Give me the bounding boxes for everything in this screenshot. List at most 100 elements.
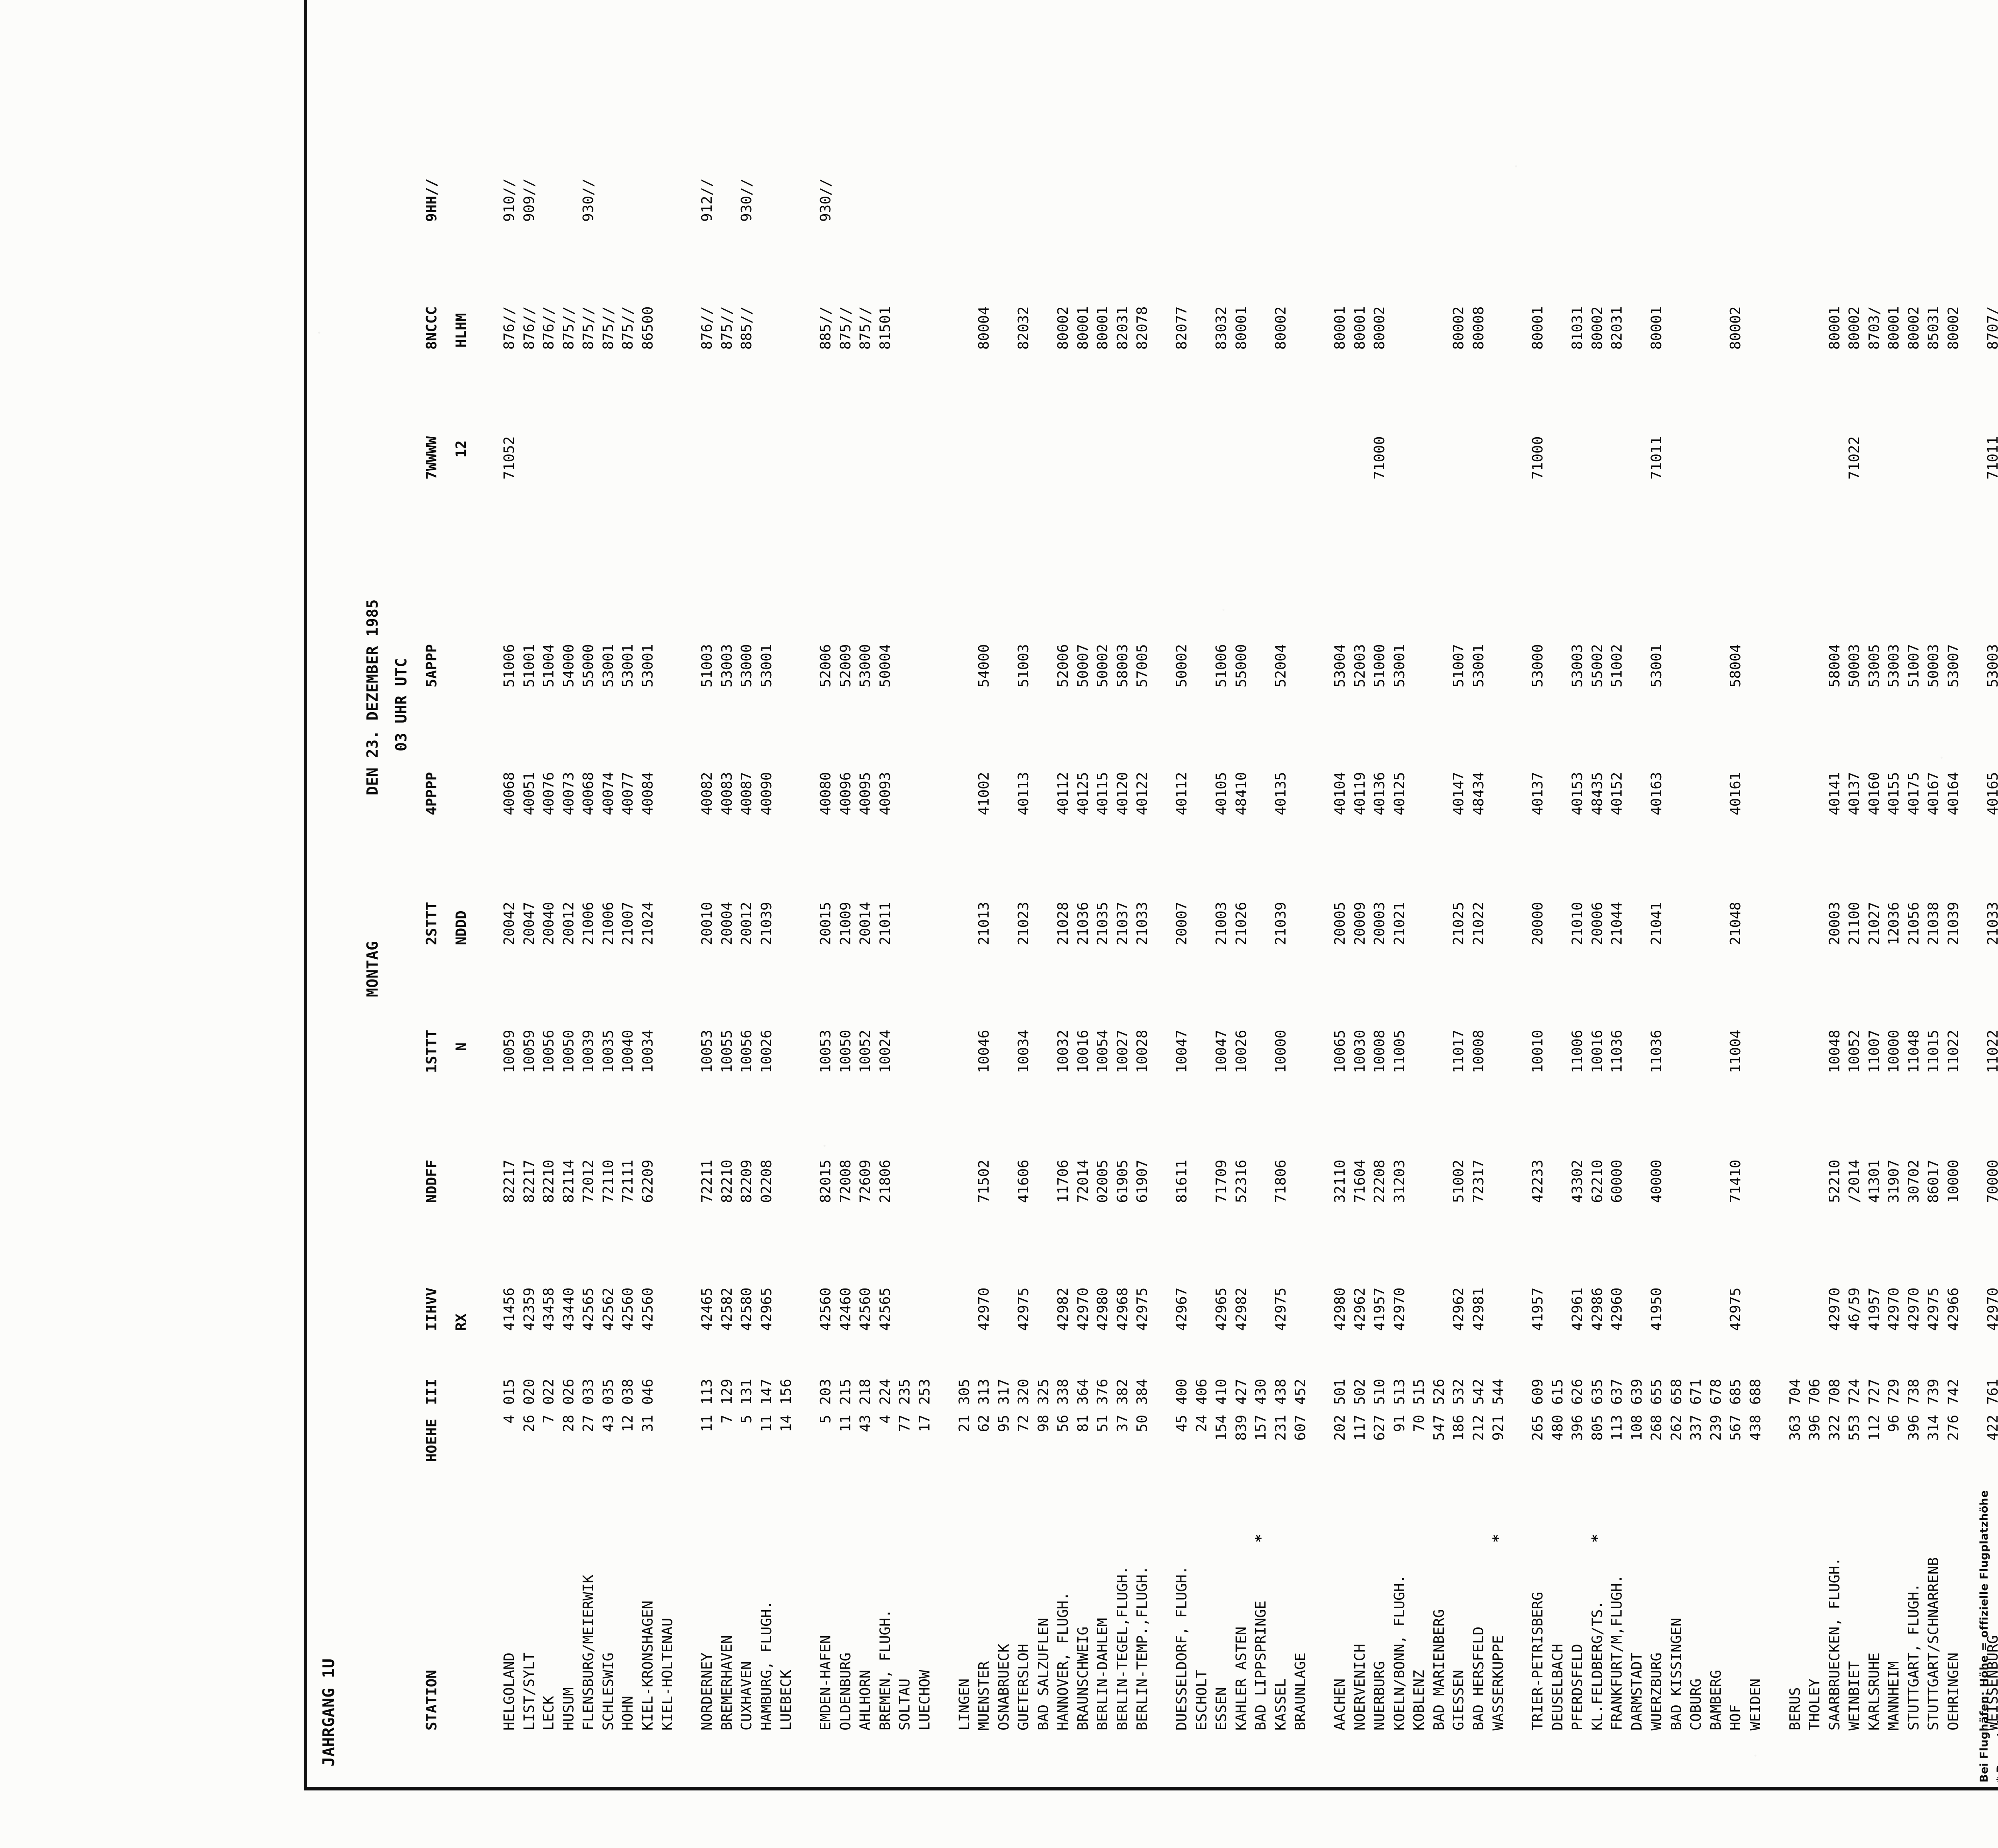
col-header-nddff: NDDFF	[424, 1159, 440, 1203]
col-header-2sttt: 2STTT	[424, 902, 440, 945]
group-4pppp: 40076	[541, 772, 557, 815]
group-4pppp: 40135	[1272, 772, 1289, 815]
station-name: NUERBURG	[1371, 1661, 1388, 1731]
hoehe-value: 438	[1747, 1415, 1764, 1441]
station-name: STUTTGART/SCHNARRENB	[1925, 1557, 1942, 1731]
iii-value: 501	[1332, 1378, 1348, 1405]
group-8nccc: 875//	[620, 306, 636, 350]
nddff-group: 72317	[1470, 1159, 1487, 1203]
iii-value: 218	[857, 1378, 874, 1405]
iihvv-group: 42981	[1470, 1287, 1487, 1331]
group-8nccc: 8707/	[1984, 306, 1998, 350]
group-2sttt: 21039	[1945, 902, 1962, 945]
group-4pppp: 40125	[1391, 772, 1408, 815]
iii-value: 156	[778, 1378, 794, 1405]
iii-value: 033	[580, 1378, 597, 1405]
nddff-group: 71502	[976, 1159, 992, 1203]
group-8nccc: 80001	[1530, 306, 1546, 350]
group-8nccc: 82031	[1114, 306, 1131, 350]
station-name: HOF	[1727, 1704, 1744, 1731]
hoehe-value: 27	[580, 1415, 597, 1432]
group-5appp: 51007	[1451, 644, 1467, 687]
group-2sttt: 20010	[699, 902, 715, 945]
hoehe-value: 627	[1371, 1415, 1388, 1441]
hoehe-value: 113	[1609, 1415, 1625, 1441]
iii-value: 526	[1431, 1378, 1447, 1405]
date-label: DEN 23. DEZEMBER 1985	[364, 599, 381, 795]
group-1sttt: 10052	[1846, 1030, 1863, 1073]
hoehe-value: 265	[1530, 1415, 1546, 1441]
nddff-group: 82210	[541, 1159, 557, 1203]
group-5appp: 52009	[837, 644, 854, 687]
group-2sttt: 20004	[718, 902, 735, 945]
nddff-group: 71709	[1213, 1159, 1230, 1203]
group-5appp: 52006	[1055, 644, 1071, 687]
group-8nccc: 86500	[639, 306, 656, 350]
iihvv-group: 42970	[1984, 1287, 1998, 1331]
station-name: ESCHOLT	[1193, 1670, 1210, 1731]
hoehe-value: 51	[1095, 1415, 1111, 1432]
group-1sttt: 10056	[738, 1030, 755, 1073]
col-header-7wwww: 7WWWW	[424, 436, 440, 480]
station-name: AHLHORN	[857, 1670, 874, 1731]
group-5appp: 51000	[1371, 644, 1388, 687]
iii-value: 022	[541, 1378, 557, 1405]
iii-value: 427	[1233, 1378, 1250, 1405]
group-1sttt: 10026	[758, 1030, 775, 1073]
col-header-9hh: 9HH//	[424, 178, 440, 222]
hoehe-value: 547	[1431, 1415, 1447, 1441]
iii-value: 317	[995, 1378, 1012, 1405]
group-5appp: 53000	[1530, 644, 1546, 687]
group-5appp: 50002	[1095, 644, 1111, 687]
station-name: SCHLESWIG	[600, 1652, 617, 1731]
group-5appp: 58004	[1826, 644, 1843, 687]
hoehe-value: 154	[1213, 1415, 1230, 1441]
group-2sttt: 21021	[1391, 902, 1408, 945]
group-1sttt: 10027	[1114, 1030, 1131, 1073]
group-4pppp: 40153	[1569, 772, 1586, 815]
group-8nccc: 875//	[560, 306, 577, 350]
iii-value: 026	[560, 1378, 577, 1405]
iii-value: 046	[639, 1378, 656, 1405]
station-name: KOELN/BONN, FLUGH.	[1391, 1574, 1408, 1731]
iii-value: 400	[1174, 1378, 1190, 1405]
group-4pppp: 40104	[1332, 772, 1348, 815]
hoehe-value: 17	[916, 1415, 933, 1432]
group-8nccc: 875//	[837, 306, 854, 350]
group-5appp: 53003	[1886, 644, 1902, 687]
group-5appp: 55002	[1589, 644, 1606, 687]
group-1sttt: 10059	[501, 1030, 517, 1073]
group-8nccc: 80001	[1332, 306, 1348, 350]
group-5appp: 53004	[1332, 644, 1348, 687]
group-4pppp: 40120	[1114, 772, 1131, 815]
hoehe-value: 480	[1549, 1415, 1566, 1441]
col-subheader-nddd: NDDD	[453, 910, 470, 945]
group-2sttt: 21035	[1095, 902, 1111, 945]
group-9hh: 930//	[738, 178, 755, 222]
iii-value: 544	[1490, 1378, 1506, 1405]
group-4pppp: 40105	[1213, 772, 1230, 815]
iihvv-group: 41957	[1371, 1287, 1388, 1331]
group-5appp: 53005	[1866, 644, 1883, 687]
iihvv-group: 42980	[1332, 1287, 1348, 1331]
group-2sttt: 20042	[501, 902, 517, 945]
group-4pppp: 40112	[1055, 772, 1071, 815]
group-1sttt: 11015	[1925, 1030, 1942, 1073]
group-4pppp: 40152	[1609, 772, 1625, 815]
col-subheader-n: N	[453, 1042, 470, 1051]
group-1sttt: 10008	[1371, 1030, 1388, 1073]
iii-value: 635	[1589, 1378, 1606, 1405]
station-name: FRANKFURT/M,FLUGH.	[1609, 1574, 1625, 1731]
iihvv-group: 42980	[1095, 1287, 1111, 1331]
station-name: KL.FELDBERG/TS.	[1589, 1600, 1606, 1731]
iihvv-group: 41456	[501, 1287, 517, 1331]
station-name: HANNOVER, FLUGH.	[1055, 1592, 1071, 1731]
iii-value: 406	[1193, 1378, 1210, 1405]
group-2sttt: 21006	[580, 902, 597, 945]
group-5appp: 58003	[1114, 644, 1131, 687]
group-2sttt: 20003	[1826, 902, 1843, 945]
hoehe-value: 43	[857, 1415, 874, 1432]
col-subheader-12: 12	[453, 440, 470, 458]
hoehe-value: 921	[1490, 1415, 1506, 1441]
station-name: KIEL-KRONSHAGEN	[639, 1600, 656, 1731]
